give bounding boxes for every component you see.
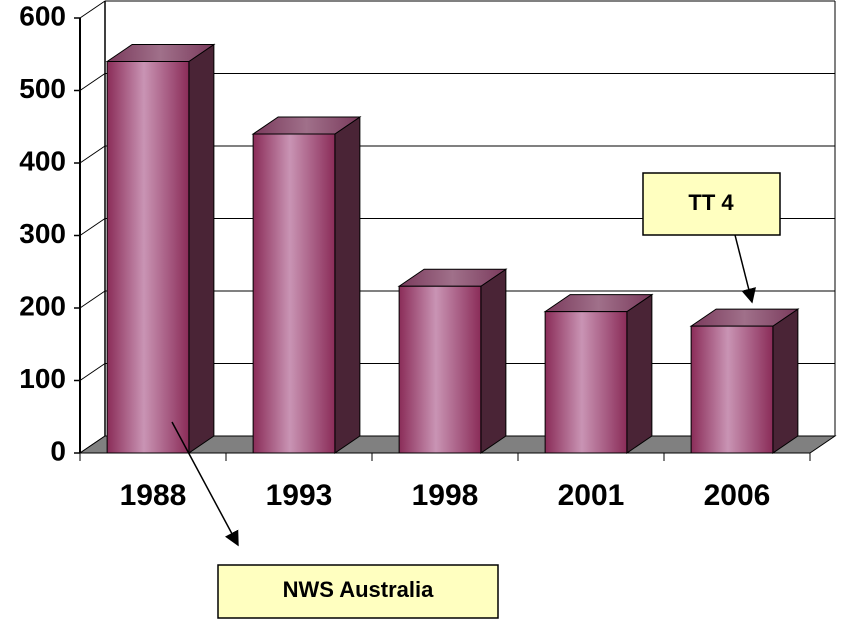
y-tick-label: 0 [50, 435, 66, 466]
bar [106, 61, 190, 454]
bar-side [772, 308, 799, 454]
bar [690, 325, 774, 454]
grid-line [79, 73, 106, 91]
x-tick-label: 2001 [558, 479, 625, 512]
annotation-arrow [734, 234, 756, 304]
bar [398, 285, 482, 454]
annotation-text: NWS Australia [283, 577, 435, 602]
bar-side [626, 293, 653, 454]
annotation-arrow [171, 421, 239, 547]
y-tick-label: 300 [19, 218, 66, 249]
bar [544, 311, 628, 454]
x-tick-label: 1988 [120, 479, 187, 512]
bar-side [334, 116, 361, 454]
bar-side [188, 43, 215, 454]
annotation-text: TT 4 [688, 190, 734, 215]
grid-line [79, 363, 106, 381]
bar-side [480, 268, 507, 454]
y-tick-label: 600 [19, 0, 66, 31]
grid-line [79, 0, 106, 19]
y-tick-label: 100 [19, 363, 66, 394]
annotation-box [217, 564, 499, 619]
grid-line [79, 145, 106, 164]
bar [252, 133, 336, 454]
y-tick-label: 400 [19, 145, 66, 176]
x-tick-label: 1993 [266, 479, 333, 512]
annotation-box [642, 172, 781, 236]
y-tick-label: 200 [19, 290, 66, 321]
x-tick-label: 2006 [704, 479, 771, 512]
x-tick-label: 1998 [412, 479, 479, 512]
grid-line [79, 218, 106, 236]
y-tick-label: 500 [19, 73, 66, 104]
grid-line [79, 290, 106, 309]
